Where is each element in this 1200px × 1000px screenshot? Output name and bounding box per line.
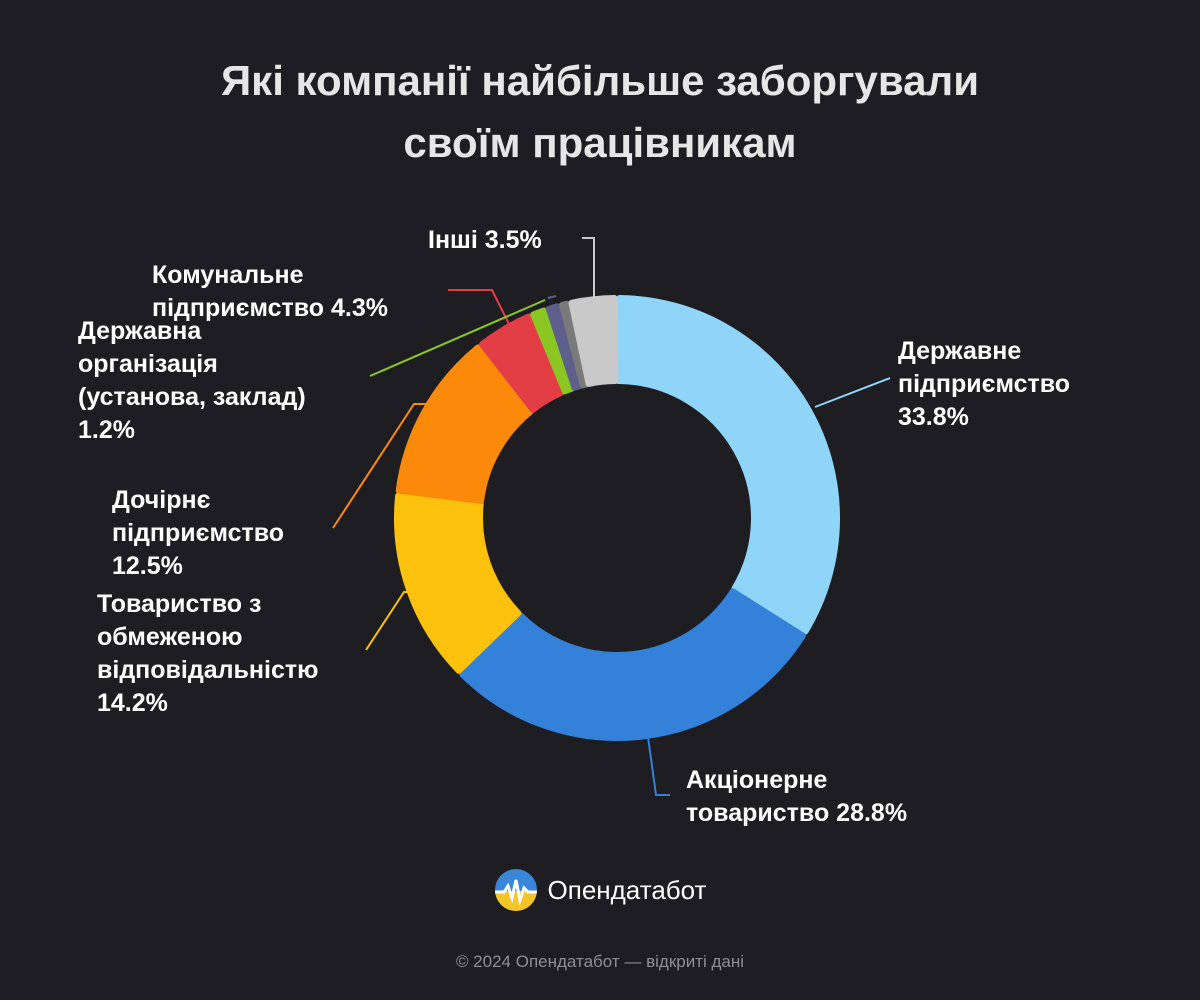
slice-state-organization <box>530 307 575 395</box>
opendatabot-logo-icon <box>494 869 537 911</box>
slice-llc <box>394 492 522 674</box>
slice-others <box>568 295 619 387</box>
leader-minor-1 <box>547 295 557 299</box>
label-communal-enterprise: Комунальне підприємство 4.3% <box>152 261 389 322</box>
leader-subsidiary <box>332 403 428 529</box>
label-state-enterprise: Державне підприємство 33.8% <box>898 337 1071 431</box>
label-state-organization: Державна організація (установа, заклад) … <box>78 317 306 444</box>
label-subsidiary: Дочірнє підприємство 12.5% <box>112 486 285 580</box>
chart-title-line-1: Які компанії найбільше заборгували <box>220 57 980 104</box>
label-joint-stock-company: Акціонерне товариство 28.8% <box>686 766 908 827</box>
label-llc: Товариство з обмеженою відповідальністю … <box>97 590 319 717</box>
slice-state-enterprise <box>615 295 840 635</box>
slice-minor-1 <box>545 303 583 391</box>
leader-others <box>582 237 595 300</box>
leader-state-organization <box>369 299 546 377</box>
slice-minor-2 <box>559 300 589 389</box>
leader-communal-enterprise <box>448 289 513 331</box>
slice-communal-enterprise <box>478 313 565 413</box>
brand-name: Опендатабот <box>547 874 707 905</box>
chart-title: Які компанії найбільше заборгували своїм… <box>0 50 1200 174</box>
donut-slices <box>394 295 840 741</box>
leader-lines <box>332 237 891 796</box>
brand: Опендатабот <box>0 868 1200 912</box>
copyright-footer: © 2024 Опендатабот — відкриті дані <box>455 952 745 971</box>
slice-subsidiary <box>395 344 534 504</box>
leader-state-enterprise <box>814 377 891 408</box>
chart-title-line-2: своїм працівникам <box>403 119 797 166</box>
leader-joint-stock-company <box>647 736 670 796</box>
slice-joint-stock-company <box>459 588 806 741</box>
label-others: Інші 3.5% <box>428 226 542 254</box>
leader-llc <box>365 591 420 651</box>
